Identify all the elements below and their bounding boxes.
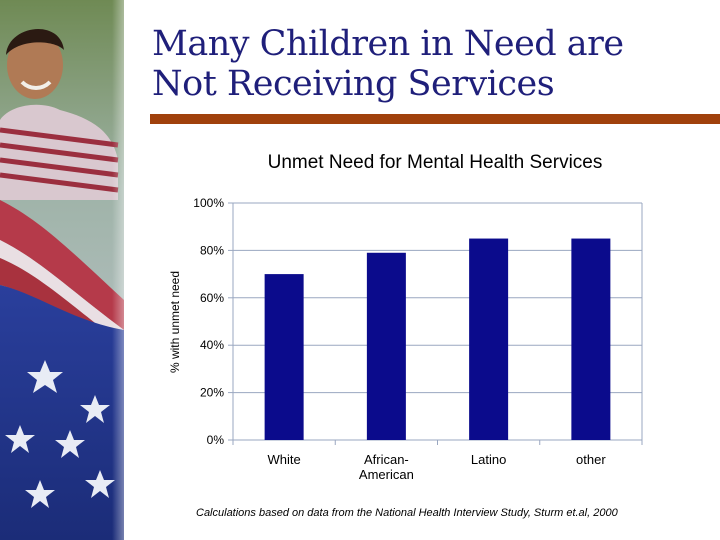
y-tick-label: 100% — [193, 196, 224, 210]
x-category-label: African-American — [359, 452, 414, 482]
flag-star-icon — [5, 360, 115, 508]
x-category-label: other — [576, 452, 606, 467]
source-footnote: Calculations based on data from the Nati… — [196, 507, 618, 519]
x-category-label: Latino — [471, 452, 506, 467]
bar-3 — [469, 238, 509, 440]
y-tick-label: 0% — [207, 433, 225, 447]
x-category-label-line: African- — [364, 452, 409, 467]
photo-fade-edge — [112, 0, 124, 540]
x-category-label-line: White — [268, 452, 301, 467]
title-underline-rule — [150, 114, 720, 124]
x-category-label-line: other — [576, 452, 606, 467]
bar-2 — [366, 252, 406, 440]
y-tick-label: 80% — [200, 243, 224, 257]
bar-4 — [571, 238, 611, 440]
x-category-label-line: American — [359, 467, 414, 482]
x-category-label-line: Latino — [471, 452, 506, 467]
y-tick-label: 40% — [200, 338, 224, 352]
y-tick-label: 20% — [200, 386, 224, 400]
slide-title-line-1: Many Children in Need are — [152, 24, 624, 64]
y-axis-title: % with unmet need — [168, 271, 182, 373]
slide-title: Many Children in Need are Not Receiving … — [152, 24, 712, 104]
y-tick-label: 60% — [200, 291, 224, 305]
chart-bars — [264, 238, 611, 440]
flag-and-child-illustration — [0, 0, 124, 540]
chart-axes — [228, 202, 643, 445]
x-category-label: White — [268, 452, 301, 467]
bar-1 — [264, 274, 304, 440]
chart-title: Unmet Need for Mental Health Services — [267, 152, 603, 173]
chart-labels: 0% 20% 40% 60% 80% 100% White African-American L… — [193, 196, 606, 482]
slide-title-line-2: Not Receiving Services — [152, 64, 555, 104]
decorative-photo-panel — [0, 0, 124, 540]
